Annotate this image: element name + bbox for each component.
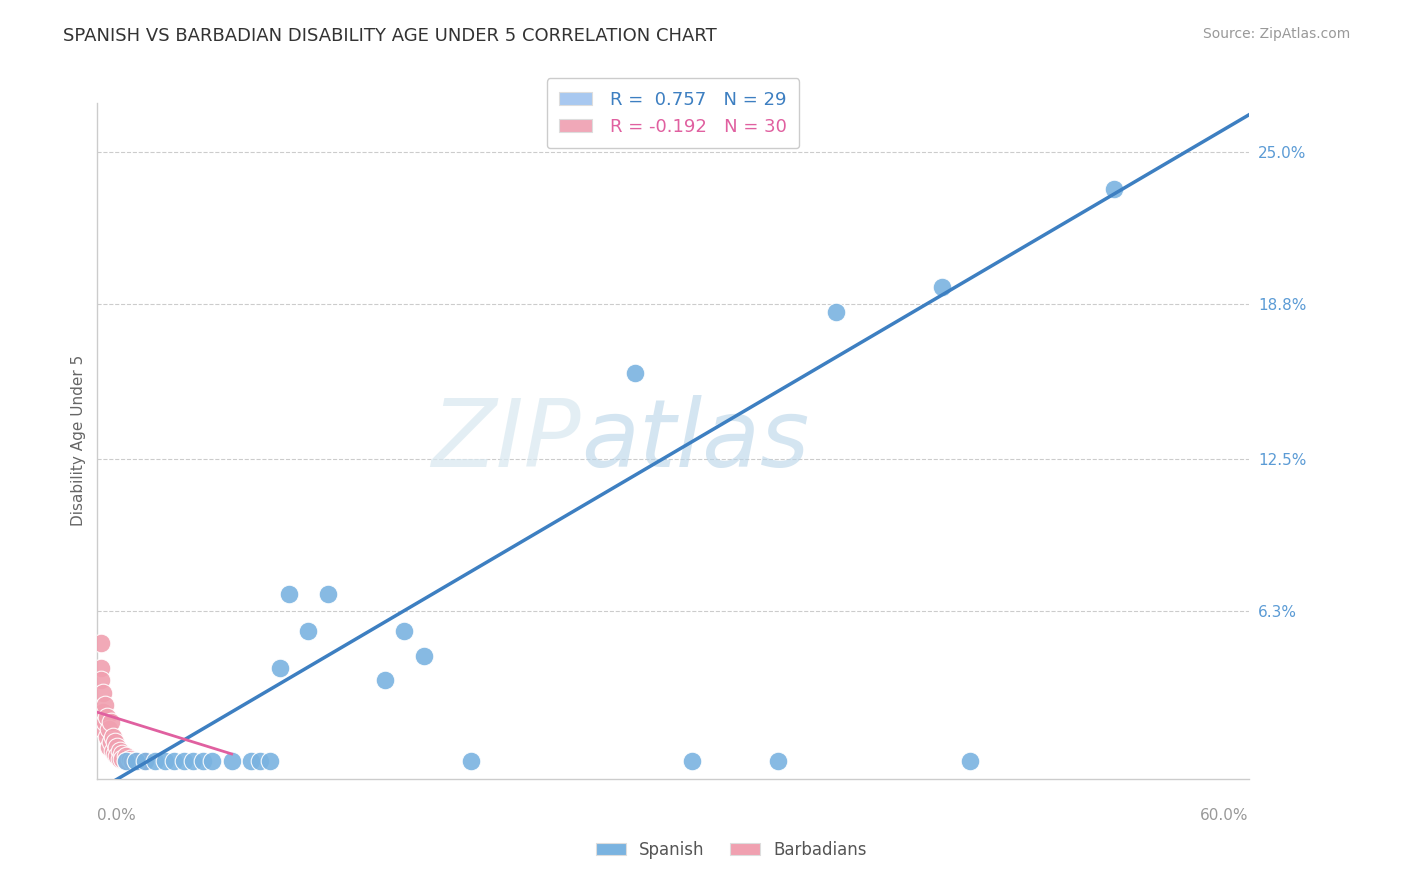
Point — [94, 714, 117, 729]
Point — [105, 739, 128, 754]
Point — [111, 747, 134, 761]
Text: ZIP: ZIP — [432, 395, 581, 486]
Point — [115, 754, 138, 768]
Point — [134, 754, 156, 768]
Point — [134, 754, 156, 768]
Point — [101, 744, 124, 758]
Point — [959, 754, 981, 768]
Text: SPANISH VS BARBADIAN DISABILITY AGE UNDER 5 CORRELATION CHART: SPANISH VS BARBADIAN DISABILITY AGE UNDE… — [63, 27, 717, 45]
Point — [100, 734, 122, 748]
Point — [101, 730, 124, 744]
Point — [191, 754, 214, 768]
Point — [110, 744, 132, 758]
Text: 60.0%: 60.0% — [1201, 808, 1249, 823]
Point — [91, 685, 114, 699]
Point — [121, 754, 143, 768]
Point — [105, 749, 128, 764]
Point — [94, 698, 117, 712]
Point — [111, 752, 134, 766]
Point — [173, 754, 195, 768]
Text: 0.0%: 0.0% — [97, 808, 136, 823]
Point — [104, 747, 127, 761]
Point — [201, 754, 224, 768]
Point — [104, 734, 127, 748]
Point — [125, 754, 148, 768]
Point — [374, 673, 396, 688]
Point — [125, 754, 148, 768]
Point — [412, 648, 434, 663]
Point — [97, 723, 120, 737]
Point — [259, 754, 281, 768]
Point — [1102, 182, 1125, 196]
Point — [96, 730, 118, 744]
Point — [163, 754, 186, 768]
Point — [825, 304, 848, 318]
Point — [249, 754, 271, 768]
Point — [239, 754, 262, 768]
Y-axis label: Disability Age Under 5: Disability Age Under 5 — [72, 355, 86, 526]
Point — [90, 636, 112, 650]
Point — [394, 624, 416, 638]
Point — [91, 705, 114, 719]
Point — [115, 754, 138, 768]
Point — [297, 624, 319, 638]
Point — [181, 754, 204, 768]
Point — [143, 754, 166, 768]
Point — [460, 754, 482, 768]
Point — [91, 723, 114, 737]
Point — [115, 749, 138, 764]
Point — [97, 739, 120, 754]
Point — [768, 754, 790, 768]
Legend: R =  0.757   N = 29, R = -0.192   N = 30: R = 0.757 N = 29, R = -0.192 N = 30 — [547, 78, 799, 148]
Point — [153, 754, 176, 768]
Point — [100, 714, 122, 729]
Text: atlas: atlas — [581, 395, 808, 486]
Point — [278, 587, 301, 601]
Point — [110, 752, 132, 766]
Point — [221, 754, 243, 768]
Point — [90, 661, 112, 675]
Text: Source: ZipAtlas.com: Source: ZipAtlas.com — [1202, 27, 1350, 41]
Point — [931, 280, 953, 294]
Point — [96, 710, 118, 724]
Point — [623, 366, 645, 380]
Legend: Spanish, Barbadians: Spanish, Barbadians — [589, 835, 873, 866]
Point — [118, 752, 141, 766]
Point — [316, 587, 339, 601]
Point — [90, 673, 112, 688]
Point — [681, 754, 703, 768]
Point — [269, 661, 291, 675]
